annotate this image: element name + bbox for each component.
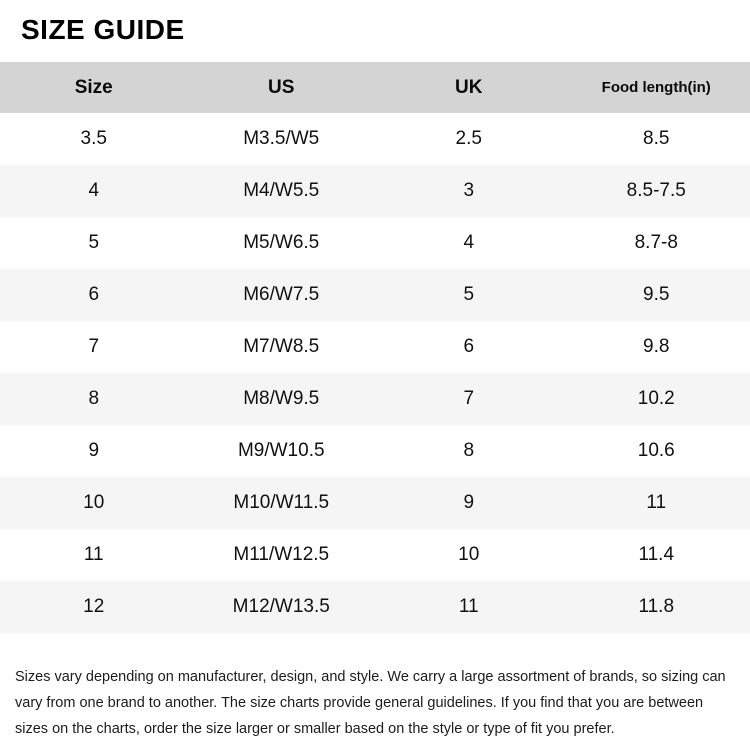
size-guide-table: Size US UK Food length(in) 3.5 M3.5/W5 2…: [0, 62, 750, 633]
header-row: Size US UK Food length(in): [0, 62, 750, 113]
size-cell: 10: [83, 492, 105, 513]
size-cell: 8: [88, 388, 100, 409]
column-header-food-length: Food length(in): [601, 79, 711, 96]
us-cell: M11/W12.5: [233, 544, 330, 565]
table-row: 6 M6/W7.5 5 9.5: [0, 269, 750, 321]
us-cell: M4/W5.5: [243, 180, 320, 201]
table-row: 4 M4/W5.5 3 8.5-7.5: [0, 165, 750, 217]
table-row: 7 M7/W8.5 6 9.8: [0, 321, 750, 373]
us-cell: M7/W8.5: [243, 336, 320, 357]
uk-cell: 10: [458, 544, 480, 565]
length-cell: 9.5: [643, 284, 670, 305]
size-cell: 9: [88, 440, 100, 461]
size-cell: 6: [88, 284, 100, 305]
size-cell: 4: [88, 180, 100, 201]
size-cell: 3.5: [80, 128, 107, 149]
column-header-size: Size: [74, 76, 113, 98]
sizing-disclaimer-text: Sizes vary depending on manufacturer, de…: [15, 669, 726, 737]
size-cell: 7: [88, 336, 100, 357]
column-header-uk: UK: [455, 76, 483, 98]
table-row: 5 M5/W6.5 4 8.7-8: [0, 217, 750, 269]
uk-cell: 7: [463, 388, 475, 409]
uk-cell: 6: [463, 336, 475, 357]
table-row: 12 M12/W13.5 11 11.8: [0, 581, 750, 633]
table-body: 3.5 M3.5/W5 2.5 8.5 4 M4/W5.5 3 8.5-7.5 …: [0, 113, 750, 633]
uk-cell: 11: [458, 596, 479, 617]
uk-cell: 8: [463, 440, 475, 461]
table-row: 10 M10/W11.5 9 11: [0, 477, 750, 529]
length-cell: 11: [646, 492, 667, 513]
size-cell: 11: [83, 544, 104, 565]
column-header-us: US: [268, 76, 295, 98]
us-cell: M8/W9.5: [243, 388, 320, 409]
length-cell: 8.5-7.5: [626, 180, 686, 201]
length-cell: 10.2: [637, 388, 675, 409]
table-row: 8 M8/W9.5 7 10.2: [0, 373, 750, 425]
uk-cell: 3: [463, 180, 475, 201]
us-cell: M5/W6.5: [243, 232, 320, 253]
table-header: Size US UK Food length(in): [0, 62, 750, 113]
us-cell: M9/W10.5: [237, 440, 325, 461]
page-title: SIZE GUIDE: [21, 14, 185, 45]
table-row: 3.5 M3.5/W5 2.5 8.5: [0, 113, 750, 165]
length-cell: 9.8: [643, 336, 670, 357]
us-cell: M6/W7.5: [243, 284, 320, 305]
uk-cell: 5: [463, 284, 475, 305]
size-cell: 12: [83, 596, 105, 617]
size-cell: 5: [88, 232, 100, 253]
length-cell: 11.8: [638, 596, 675, 617]
length-cell: 10.6: [637, 440, 675, 461]
length-cell: 8.7-8: [634, 232, 678, 253]
uk-cell: 9: [463, 492, 475, 513]
table-row: 9 M9/W10.5 8 10.6: [0, 425, 750, 477]
uk-cell: 2.5: [455, 128, 482, 149]
length-cell: 8.5: [643, 128, 670, 149]
us-cell: M3.5/W5: [243, 128, 320, 149]
uk-cell: 4: [463, 232, 475, 253]
us-cell: M12/W13.5: [232, 596, 330, 617]
us-cell: M10/W11.5: [233, 492, 330, 513]
length-cell: 11.4: [638, 544, 675, 565]
table-row: 11 M11/W12.5 10 11.4: [0, 529, 750, 581]
